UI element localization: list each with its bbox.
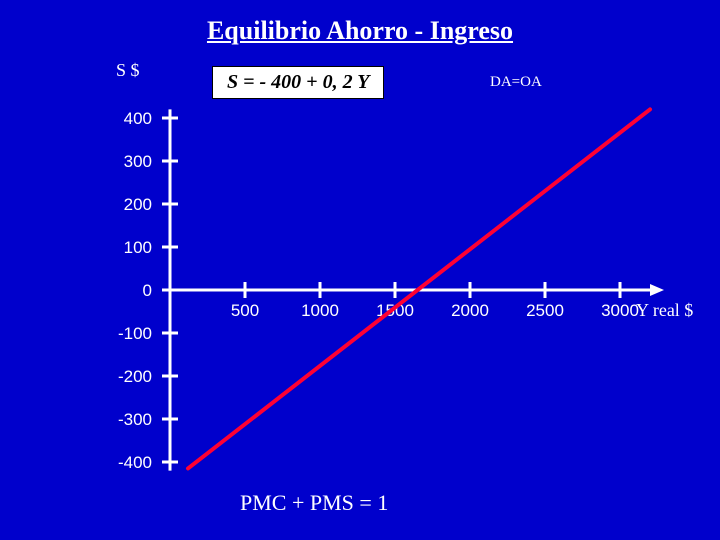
y-tick-label: 0 <box>143 281 152 300</box>
x-tick-label: 2000 <box>451 301 489 320</box>
y-tick-label: -300 <box>118 410 152 429</box>
y-tick-label: -400 <box>118 453 152 472</box>
x-tick-label: 2500 <box>526 301 564 320</box>
x-tick-label: 1000 <box>301 301 339 320</box>
y-tick-label: -200 <box>118 367 152 386</box>
y-tick-label: 400 <box>124 109 152 128</box>
y-tick-label: 300 <box>124 152 152 171</box>
y-tick-label: -100 <box>118 324 152 343</box>
y-tick-label: 200 <box>124 195 152 214</box>
y-tick-label: 100 <box>124 238 152 257</box>
slide-stage: Equilibrio Ahorro - Ingreso S = - 400 + … <box>0 0 720 540</box>
x-tick-label: 3000 <box>601 301 639 320</box>
x-tick-label: 500 <box>231 301 259 320</box>
chart-svg: -400-300-200-100010020030040050010001500… <box>0 0 720 540</box>
x-axis-arrow-icon <box>650 284 664 296</box>
